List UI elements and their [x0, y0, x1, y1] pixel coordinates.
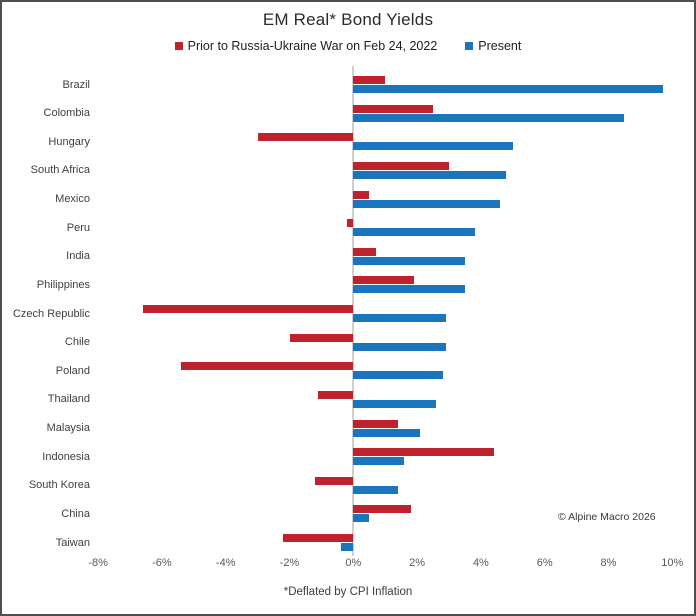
category-label-south-korea: South Korea: [28, 479, 90, 492]
category-label-peru: Peru: [66, 221, 90, 234]
category-label-brazil: Brazil: [62, 78, 90, 91]
category-label-malaysia: Malaysia: [46, 422, 90, 435]
category-label-hungary: Hungary: [48, 135, 90, 148]
bar-present-hungary: [353, 142, 513, 151]
legend-swatch-present-icon: [465, 42, 474, 50]
category-label-indonesia: Indonesia: [42, 450, 90, 463]
bar-prior-indonesia: [353, 448, 494, 457]
category-label-chile: Chile: [64, 336, 90, 349]
bar-present-chile: [353, 342, 446, 351]
bar-prior-thailand: [318, 390, 354, 399]
x-axis-tick-0pct: 0%: [345, 557, 362, 569]
chart-title: EM Real* Bond Yields: [262, 10, 434, 29]
bar-present-thailand: [353, 399, 437, 408]
bar-prior-south-africa: [353, 161, 449, 170]
legend: Prior to Russia-Ukraine War on Feb 24, 2…: [2, 39, 694, 53]
legend-label-prior: Prior to Russia-Ukraine War on Feb 24, 2…: [187, 39, 438, 53]
bar-present-brazil: [353, 85, 663, 93]
category-label-mexico: Mexico: [55, 193, 90, 206]
category-label-india: India: [66, 250, 90, 263]
x-axis-tick-10pct: 10%: [661, 557, 684, 569]
category-label-czech-republic: Czech Republic: [12, 307, 90, 320]
bar-prior-chile: [289, 333, 354, 342]
legend-item-prior: Prior to Russia-Ukraine War on Feb 24, 2…: [174, 39, 438, 53]
legend-swatch-prior-icon: [174, 42, 183, 50]
x-axis-tick-neg2pct: -2%: [279, 557, 300, 569]
bar-present-philippines: [353, 285, 465, 294]
category-label-china: China: [61, 507, 90, 520]
category-label-poland: Poland: [55, 364, 90, 377]
bar-present-poland: [353, 371, 443, 380]
bar-prior-czech-republic: [142, 305, 354, 314]
bar-present-china: [353, 514, 370, 523]
x-axis-tick-2pct: 2%: [409, 557, 426, 569]
bar-prior-philippines: [353, 276, 414, 285]
x-axis-tick-neg6pct: -6%: [152, 557, 172, 569]
legend-label-present: Present: [478, 39, 522, 53]
bar-prior-taiwan: [283, 534, 354, 543]
bar-prior-south-korea: [315, 476, 354, 485]
bar-present-indonesia: [353, 457, 405, 466]
x-axis-tick-neg4pct: -4%: [215, 557, 236, 569]
bar-present-czech-republic: [353, 314, 446, 323]
category-label-thailand: Thailand: [47, 393, 90, 406]
legend-item-present: Present: [465, 39, 521, 53]
x-axis-tick-6pct: 6%: [536, 557, 553, 569]
bar-present-south-africa: [353, 170, 507, 179]
footnote: *Deflated by CPI Inflation: [283, 586, 413, 598]
x-axis-tick-neg8pct: -8%: [88, 557, 108, 569]
bar-prior-india: [353, 247, 376, 256]
bar-present-malaysia: [353, 428, 421, 437]
bar-present-colombia: [353, 113, 625, 122]
bar-prior-colombia: [353, 104, 434, 113]
category-label-taiwan: Taiwan: [55, 536, 90, 549]
bar-present-mexico: [353, 199, 501, 208]
bar-prior-malaysia: [353, 419, 398, 428]
category-label-colombia: Colombia: [43, 107, 90, 120]
x-axis-tick-4pct: 4%: [472, 557, 489, 569]
bar-prior-brazil: [353, 76, 386, 84]
bar-prior-poland: [181, 362, 354, 371]
bar-prior-mexico: [353, 190, 370, 199]
bar-present-india: [353, 256, 465, 265]
bar-prior-hungary: [257, 133, 354, 142]
category-label-south-africa: South Africa: [30, 164, 90, 177]
bar-prior-peru: [346, 219, 354, 228]
category-label-philippines: Philippines: [36, 278, 90, 291]
x-axis-tick-8pct: 8%: [600, 557, 617, 569]
bar-prior-china: [353, 505, 411, 514]
bar-present-taiwan: [340, 543, 354, 552]
bar-present-south-korea: [353, 485, 398, 494]
bar-present-peru: [353, 228, 475, 237]
copyright: © Alpine Macro 2026: [558, 511, 656, 523]
